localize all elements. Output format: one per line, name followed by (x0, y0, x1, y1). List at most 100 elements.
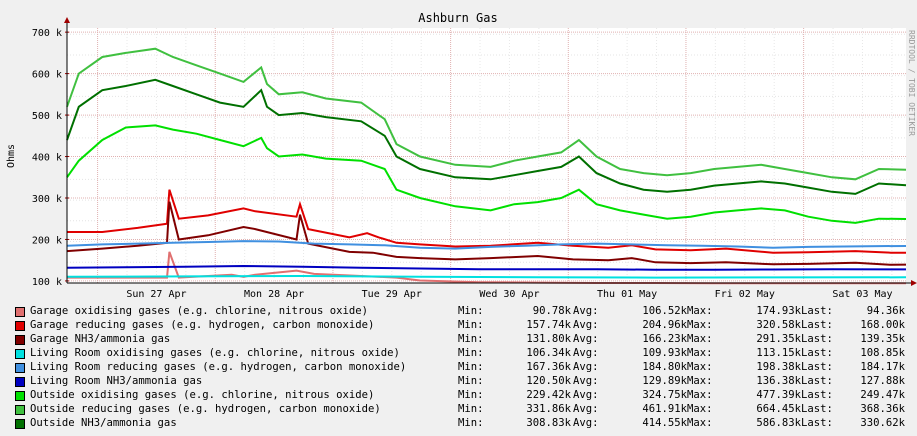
legend-stat-last: 108.85k (860, 347, 905, 359)
series-line-3 (66, 201, 907, 266)
legend-series-name: Outside NH3/ammonia gas (30, 417, 177, 429)
legend-stat-min: 157.74k (526, 319, 571, 331)
legend-stat-last: 368.36k (860, 403, 905, 415)
legend-series-name: Garage oxidising gases (e.g. chlorine, n… (30, 305, 369, 317)
legend-stat-max: 477.39k (756, 389, 801, 401)
legend-stat-avg: 324.75k (642, 389, 687, 401)
legend-stat-last: 249.47k (860, 389, 905, 401)
y-tick-label: 400 k (32, 153, 62, 164)
legend-stat-label: Last: (801, 347, 833, 359)
legend-swatch (15, 391, 25, 401)
x-tick-label: Wed 30 Apr (479, 289, 539, 300)
legend-stat-max: 198.38k (756, 361, 801, 373)
legend-swatch (15, 405, 25, 415)
legend-stat-label: Max: (687, 347, 713, 359)
legend-series-name: Living Room oxidising gases (e.g. chlori… (30, 347, 400, 359)
grid (65, 28, 906, 283)
legend-series-name: Garage NH3/ammonia gas (30, 333, 171, 345)
legend-stat-label: Last: (801, 333, 833, 345)
legend-stat-avg: 166.23k (642, 333, 687, 345)
legend-stat-max: 174.93k (756, 305, 801, 317)
x-axis-arrow (911, 280, 917, 286)
legend-stat-label: Min: (458, 333, 484, 345)
y-tick-label: 500 k (32, 111, 62, 122)
legend-stat-last: 330.62k (860, 417, 905, 429)
legend-swatch (15, 321, 25, 331)
legend: Garage oxidising gases (e.g. chlorine, n… (15, 304, 910, 430)
legend-row: Outside NH3/ammonia gas Min: 308.83k Avg: 41… (15, 416, 910, 430)
chart: 100 k 200 k 300 k 400 k 500 k 600 k 700 k Sun … (6, 11, 917, 300)
legend-stat-label: Avg: (573, 347, 599, 359)
y-tick-label: 600 k (32, 70, 62, 81)
legend-stat-min: 308.83k (526, 417, 571, 429)
series-line-8 (66, 47, 907, 181)
legend-stat-label: Min: (458, 305, 484, 317)
legend-series-name: Living Room reducing gases (e.g. hydroge… (30, 361, 407, 373)
legend-stat-min: 131.80k (526, 333, 571, 345)
y-tick-label: 300 k (32, 194, 62, 205)
watermark: RRDTOOL / TOBI OETIKER (907, 30, 916, 136)
legend-stat-label: Last: (801, 417, 833, 429)
legend-stat-last: 127.88k (860, 375, 905, 387)
legend-stat-avg: 109.93k (642, 347, 687, 359)
legend-stat-label: Avg: (573, 305, 599, 317)
legend-series-name: Garage reducing gases (e.g. hydrogen, ca… (30, 319, 375, 331)
legend-stat-label: Last: (801, 319, 833, 331)
legend-stat-last: 139.35k (860, 333, 905, 345)
series-line-7 (66, 124, 907, 224)
x-tick-label: Thu 01 May (597, 289, 657, 300)
legend-stat-label: Min: (458, 375, 484, 387)
legend-stat-max: 664.45k (756, 403, 801, 415)
legend-swatch (15, 335, 25, 345)
x-tick-label: Mon 28 Apr (244, 289, 304, 300)
legend-stat-max: 136.38k (756, 375, 801, 387)
legend-stat-label: Last: (801, 305, 833, 317)
x-tick-label: Sat 03 May (832, 289, 892, 300)
legend-stat-label: Avg: (573, 375, 599, 387)
legend-stat-label: Min: (458, 417, 484, 429)
legend-stat-max: 291.35k (756, 333, 801, 345)
legend-stat-label: Min: (458, 361, 484, 373)
x-tick-label: Sun 27 Apr (126, 289, 186, 300)
legend-series-name: Outside reducing gases (e.g. hydrogen, c… (30, 403, 381, 415)
legend-stat-avg: 414.55k (642, 417, 687, 429)
legend-stat-max: 320.58k (756, 319, 801, 331)
legend-swatch (15, 419, 25, 429)
legend-row: Living Room NH3/ammonia gas Min: 120.50k Av… (15, 374, 910, 388)
legend-stat-avg: 129.89k (642, 375, 687, 387)
legend-swatch (15, 377, 25, 387)
legend-stat-label: Max: (687, 333, 713, 345)
legend-row: Outside reducing gases (e.g. hydrogen, c… (15, 402, 910, 416)
legend-swatch (15, 363, 25, 373)
series-line-5 (66, 240, 907, 250)
axes (64, 17, 917, 286)
plot-area (67, 28, 906, 283)
legend-stat-min: 167.36k (526, 361, 571, 373)
legend-row: Garage reducing gases (e.g. hydrogen, ca… (15, 318, 910, 332)
series-line-4 (66, 274, 907, 279)
legend-stat-avg: 461.91k (642, 403, 687, 415)
y-tick-label: 700 k (32, 28, 62, 39)
legend-stat-avg: 106.52k (642, 305, 687, 317)
legend-stat-last: 94.36k (866, 305, 905, 317)
legend-swatch (15, 307, 25, 317)
legend-stat-label: Min: (458, 389, 484, 401)
legend-stat-avg: 184.80k (642, 361, 687, 373)
x-tick-label: Fri 02 May (715, 289, 775, 300)
y-tick-labels: 100 k 200 k 300 k 400 k 500 k 600 k 700 k (32, 28, 62, 288)
series-line-2 (67, 189, 906, 254)
legend-stat-label: Max: (687, 403, 713, 415)
legend-stat-label: Max: (687, 319, 713, 331)
legend-stat-last: 184.17k (860, 361, 905, 373)
legend-stat-label: Min: (458, 319, 484, 331)
legend-stat-min: 331.86k (526, 403, 571, 415)
legend-stat-label: Max: (687, 417, 713, 429)
legend-stat-label: Avg: (573, 361, 599, 373)
series-line-6 (66, 264, 907, 271)
legend-swatch (15, 349, 25, 359)
legend-stat-min: 106.34k (526, 347, 571, 359)
y-axis-label: Ohms (6, 144, 17, 168)
legend-stat-avg: 204.96k (642, 319, 687, 331)
legend-stat-min: 120.50k (526, 375, 571, 387)
legend-stat-label: Avg: (573, 319, 599, 331)
